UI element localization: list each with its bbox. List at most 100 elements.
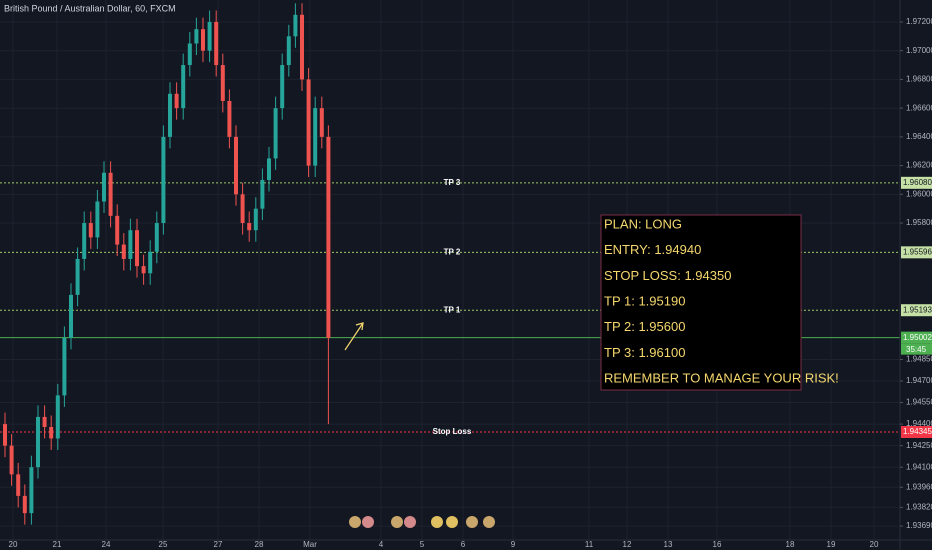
y-tick-label: 1.95800 — [906, 218, 932, 227]
candle-body — [267, 158, 271, 180]
candle-body — [128, 230, 133, 259]
candle-body — [313, 108, 318, 166]
x-tick-label: 11 — [585, 540, 594, 549]
plan-line: TP 1: 1.95190 — [604, 294, 685, 309]
candle-body — [187, 43, 192, 66]
candle-body — [36, 416, 40, 468]
chart-title: British Pound / Australian Dollar, 60, F… — [4, 3, 176, 13]
level-price-label: 1.96080 — [903, 178, 932, 187]
level-price-label-bg — [901, 426, 932, 438]
x-tick-label: 5 — [420, 540, 425, 549]
candle-body — [22, 495, 27, 514]
candle-body — [9, 445, 14, 475]
level-name: TP 2 — [444, 247, 461, 256]
candle-body — [319, 108, 324, 137]
candle-body — [220, 65, 225, 101]
current-price-label: 1.95002 — [903, 333, 932, 342]
candle-body — [102, 172, 106, 202]
level-price-label: 1.94345 — [903, 427, 932, 436]
level-price-label-bg — [901, 304, 932, 317]
x-tick-label: 12 — [623, 540, 632, 549]
x-tick-label: 18 — [786, 540, 795, 549]
plan-box: PLAN: LONG ENTRY: 1.94940 STOP LOSS: 1.943… — [600, 214, 839, 391]
y-tick-label: 1.96200 — [906, 161, 932, 170]
x-tick-label: 4 — [379, 540, 384, 549]
countdown: 35:45 — [906, 345, 927, 354]
event-icons — [349, 516, 495, 528]
candle-body — [3, 424, 7, 446]
candle-body — [135, 230, 139, 267]
candle-body — [82, 223, 87, 259]
y-tick-label: 1.96400 — [906, 132, 932, 141]
candle-body — [42, 416, 47, 427]
y-tick-label: 1.93690 — [906, 521, 932, 530]
candle-body — [326, 136, 331, 338]
candle-body — [247, 223, 252, 231]
y-tick-label: 1.94700 — [906, 376, 932, 385]
plan-line: ENTRY: 1.94940 — [604, 242, 701, 257]
level-name: TP 3 — [444, 178, 461, 187]
candle-body — [273, 108, 278, 159]
candle-body — [181, 65, 186, 109]
candle-body — [168, 93, 172, 137]
candle-body — [240, 194, 245, 224]
y-tick-label: 1.94850 — [906, 355, 932, 364]
candle-body — [115, 215, 120, 245]
candle-body — [201, 29, 205, 51]
y-tick-label: 1.97000 — [906, 46, 932, 55]
candle-body — [55, 395, 60, 439]
y-tick-label: 1.94400 — [906, 419, 932, 428]
candle-body — [234, 136, 238, 195]
plan-line: PLAN: LONG — [604, 216, 682, 231]
candle-body — [260, 179, 265, 209]
time-axis: 20 21 24 25 27 28 Mar 4 5 6 9 11 12 13 16 18 19 20 — [9, 540, 879, 549]
plan-line: STOP LOSS: 1.94350 — [604, 268, 731, 283]
candle-body — [121, 244, 126, 259]
y-tick-label: 1.93960 — [906, 482, 932, 491]
x-tick-label: 13 — [664, 540, 673, 549]
level-price-label-bg — [901, 246, 932, 259]
x-tick-label: 20 — [9, 540, 18, 549]
y-tick-label: 1.94250 — [906, 441, 932, 450]
candle-body — [88, 223, 93, 238]
level-name: Stop Loss — [433, 427, 472, 436]
candle-body — [194, 29, 199, 44]
candle-body — [253, 208, 258, 231]
candle-body — [154, 223, 159, 252]
candle-body — [280, 65, 285, 109]
candle-body — [62, 337, 67, 396]
level-name: TP 1 — [444, 305, 461, 314]
candle-body — [214, 21, 219, 66]
grid — [0, 0, 900, 540]
x-tick-label: 16 — [713, 540, 722, 549]
x-tick-label: 25 — [159, 540, 168, 549]
level-price-label: 1.95596 — [903, 247, 932, 256]
x-tick-label: 24 — [102, 540, 111, 549]
candle-body — [207, 21, 212, 51]
y-tick-label: 1.96800 — [906, 75, 932, 84]
x-tick-label: 20 — [870, 540, 879, 549]
x-tick-label: 27 — [214, 540, 223, 549]
plan-line: REMEMBER TO MANAGE YOUR RISK! — [604, 371, 839, 386]
x-tick-label: 9 — [511, 540, 516, 549]
candle-body — [75, 258, 80, 295]
candle-body — [69, 294, 73, 338]
candle-body — [95, 201, 100, 238]
y-tick-label: 1.97200 — [906, 17, 932, 26]
candle-body — [300, 14, 304, 80]
y-tick-label: 1.93820 — [906, 503, 932, 512]
price-axis: 1.97200 1.97000 1.96800 1.96600 1.96400 1.962… — [900, 17, 932, 530]
x-tick-label: 6 — [461, 540, 466, 549]
candle-body — [141, 266, 146, 274]
x-tick-label: 28 — [255, 540, 264, 549]
current-price-label-bg — [901, 331, 932, 344]
plan-line: TP 3: 1.96100 — [604, 345, 685, 360]
x-tick-label: 21 — [53, 540, 62, 549]
plan-line: TP 2: 1.95600 — [604, 319, 685, 334]
candle-body — [227, 100, 232, 137]
candle-body — [174, 93, 179, 109]
plan-box-frame — [600, 214, 802, 391]
candle-body — [108, 172, 113, 216]
x-tick-label: 19 — [827, 540, 836, 549]
